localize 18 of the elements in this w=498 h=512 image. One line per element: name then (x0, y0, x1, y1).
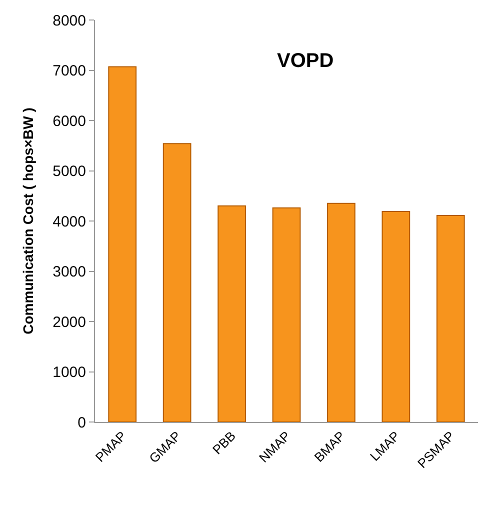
y-tick-label: 0 (78, 414, 86, 432)
y-tick-label: 1000 (52, 364, 86, 381)
bar (382, 210, 410, 422)
bar (327, 202, 356, 422)
bar (218, 205, 246, 422)
bar (436, 214, 465, 422)
y-tick-label: 2000 (52, 314, 86, 331)
y-tick-label: 3000 (52, 264, 86, 280)
y-tick-label: 8000 (52, 12, 86, 30)
y-axis-title: Communication Cost ( hops×BW ) (20, 108, 36, 334)
bar (272, 207, 301, 422)
y-tick-label: 4000 (52, 213, 86, 230)
text: VOPD (277, 50, 334, 72)
bar (162, 143, 192, 422)
bar (108, 66, 137, 422)
y-tick-label: 7000 (52, 62, 86, 80)
y-tick-label: 5000 (52, 163, 86, 180)
y-tick-label: 6000 (52, 112, 86, 130)
